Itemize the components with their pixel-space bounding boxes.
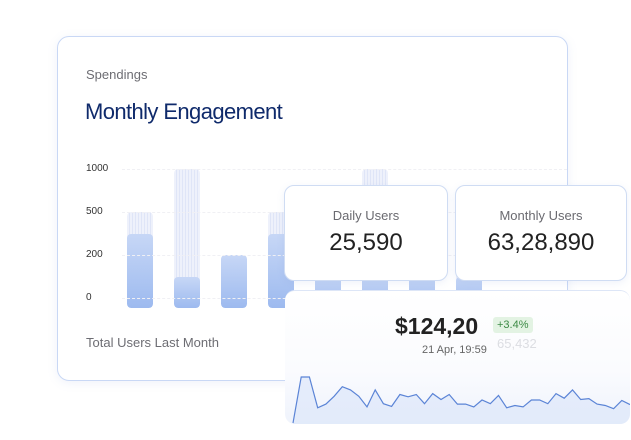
- daily-users-value: 25,590: [329, 229, 403, 256]
- y-tick-label: 0: [86, 292, 92, 303]
- y-tick-label: 200: [86, 249, 103, 260]
- y-tick-label: 500: [86, 206, 103, 217]
- sparkline-line: [292, 376, 630, 424]
- bar-filled: [221, 255, 247, 308]
- price-card: 65,432 $124,20 +3.4% 21 Apr, 19:59: [285, 290, 630, 424]
- bar-filled: [174, 276, 200, 308]
- sparkline-area: [293, 377, 630, 424]
- bar: [221, 255, 247, 308]
- price-sparkline: [292, 376, 630, 424]
- bar-filled: [127, 233, 153, 308]
- daily-users-label: Daily Users: [332, 208, 400, 223]
- monthly-users-card: Monthly Users 63,28,890: [455, 185, 627, 281]
- bar: [127, 212, 153, 308]
- bar: [174, 169, 200, 308]
- monthly-users-label: Monthly Users: [499, 208, 583, 223]
- y-tick-label: 1000: [86, 163, 109, 174]
- price-date: 21 Apr, 19:59: [422, 344, 487, 356]
- card-eyebrow: Spendings: [86, 67, 148, 82]
- ghost-value: 65,432: [497, 336, 537, 351]
- card-title: Monthly Engagement: [85, 99, 283, 124]
- monthly-users-value: 63,28,890: [487, 229, 595, 256]
- price-value: $124,20: [395, 313, 479, 339]
- change-badge: +3.4%: [493, 317, 533, 333]
- card-footer: Total Users Last Month: [86, 335, 219, 350]
- daily-users-card: Daily Users 25,590: [284, 185, 448, 281]
- gridline: [122, 169, 567, 170]
